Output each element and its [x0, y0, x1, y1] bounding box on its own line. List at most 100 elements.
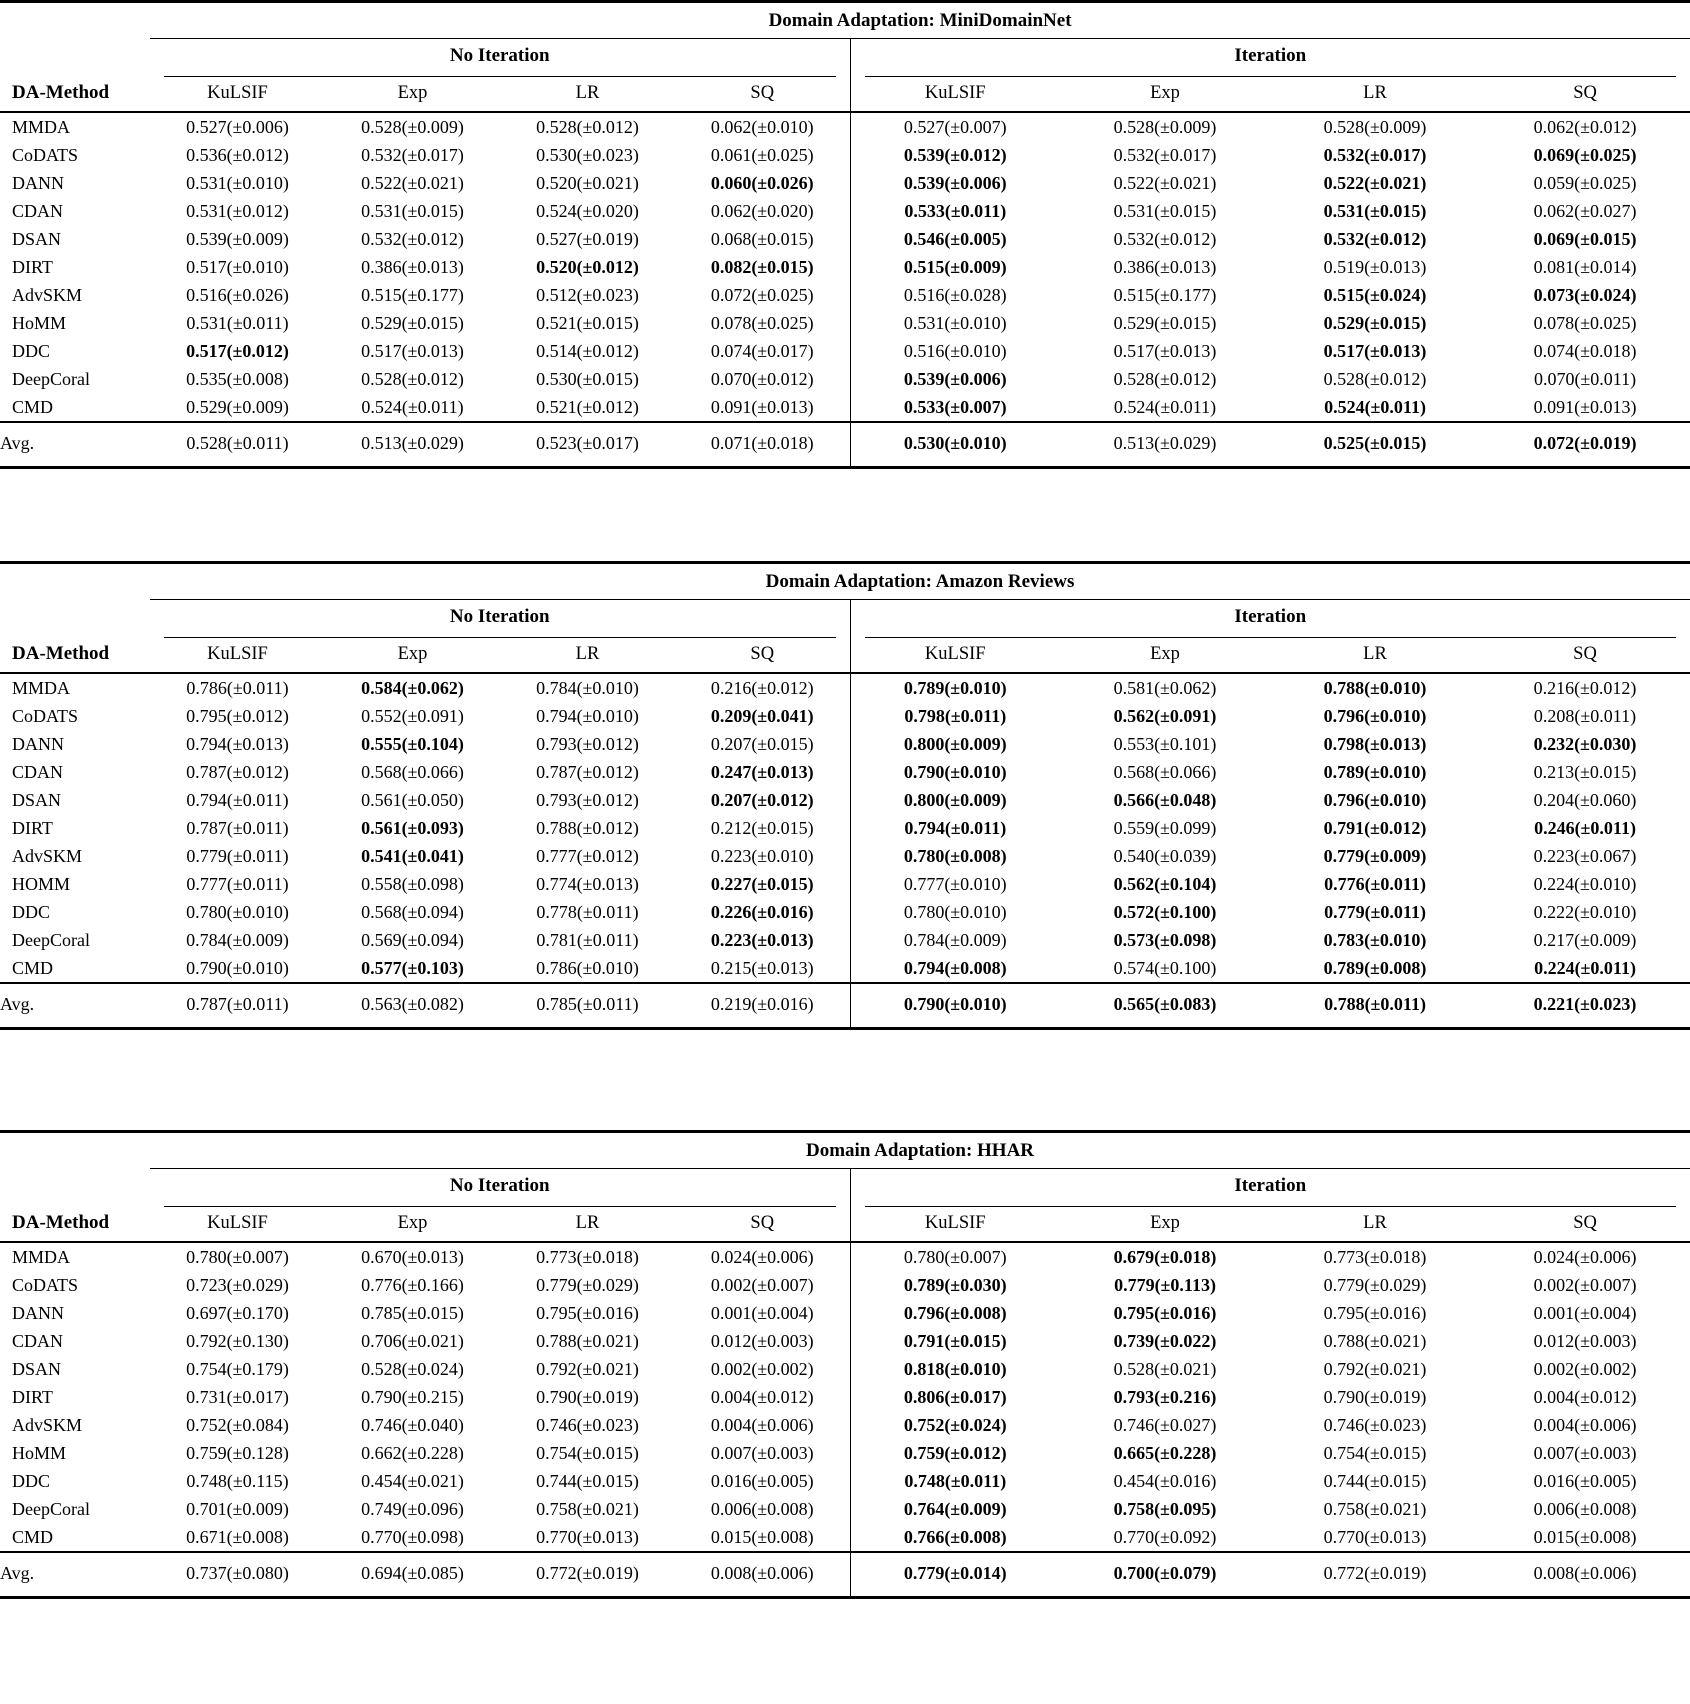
column-header-exp: Exp [1060, 1207, 1270, 1243]
value-cell: 0.532(±0.012) [1113, 228, 1217, 249]
column-header-exp: Exp [325, 77, 500, 113]
value-cell: 0.213(±0.015) [1533, 761, 1637, 782]
value-cell: 0.078(±0.025) [1533, 312, 1637, 333]
value-cell: 0.074(±0.017) [710, 340, 814, 361]
value-cell: 0.517(±0.012) [186, 340, 289, 361]
value-cell: 0.006(±0.008) [1533, 1498, 1637, 1519]
value-cell: 0.552(±0.091) [361, 705, 464, 726]
average-value-cell: 0.513(±0.029) [1060, 421, 1270, 468]
value-cell: 0.091(±0.013) [1533, 396, 1637, 417]
value-cell: 0.069(±0.015) [1533, 228, 1637, 249]
value-cell: 0.794(±0.011) [849, 814, 1060, 842]
value-cell: 0.787(±0.011) [186, 817, 289, 838]
title-spacer [0, 563, 150, 600]
table-row: AdvSKM 0.779(±0.011) 0.541(±0.041) 0.777(±0… [0, 842, 1690, 870]
value-cell: 0.002(±0.007) [1533, 1274, 1637, 1295]
method-label: CDAN [12, 761, 64, 782]
value-cell: 0.806(±0.017) [849, 1383, 1060, 1411]
value-cell: 0.068(±0.015) [710, 228, 814, 249]
average-label: Avg. [0, 421, 150, 468]
average-value-cell: 0.700(±0.079) [1060, 1551, 1270, 1598]
value-cell: 0.012(±0.003) [1533, 1330, 1637, 1351]
value-cell: 0.790(±0.019) [536, 1386, 639, 1407]
value-cell: 0.780(±0.007) [849, 1242, 1060, 1271]
value-cell: 0.016(±0.005) [1533, 1470, 1637, 1491]
average-value-cell: 0.072(±0.019) [1480, 421, 1690, 468]
value-cell: 0.082(±0.015) [710, 256, 814, 277]
value-cell: 0.212(±0.015) [710, 817, 814, 838]
value-cell: 0.670(±0.013) [361, 1246, 464, 1267]
value-cell: 0.059(±0.025) [1533, 172, 1637, 193]
method-label: DSAN [12, 1358, 62, 1379]
value-cell: 0.780(±0.010) [849, 898, 1060, 926]
average-value-cell: 0.528(±0.011) [150, 421, 325, 468]
value-cell: 0.004(±0.012) [1533, 1386, 1637, 1407]
value-cell: 0.216(±0.012) [710, 677, 814, 698]
value-cell: 0.015(±0.008) [710, 1526, 814, 1547]
value-cell: 0.800(±0.009) [849, 786, 1060, 814]
value-cell: 0.016(±0.005) [710, 1470, 814, 1491]
table-body: MMDA 0.786(±0.011) 0.584(±0.062) 0.784(±0.0… [0, 673, 1690, 1029]
table-row: DeepCoral 0.535(±0.008) 0.528(±0.012) 0.530… [0, 365, 1690, 393]
value-cell: 0.794(±0.008) [849, 954, 1060, 983]
value-cell: 0.215(±0.013) [710, 957, 814, 978]
column-header-lr: LR [1270, 1207, 1480, 1243]
average-value-cell: 0.008(±0.006) [1480, 1551, 1690, 1598]
value-cell: 0.788(±0.012) [536, 817, 639, 838]
method-label: DeepCoral [12, 1498, 90, 1519]
group-header-label: Iteration [864, 39, 1677, 77]
value-cell: 0.004(±0.006) [710, 1414, 814, 1435]
method-label: HoMM [12, 1442, 67, 1463]
table-row: HOMM 0.777(±0.011) 0.558(±0.098) 0.774(±0.0… [0, 870, 1690, 898]
value-cell: 0.247(±0.013) [710, 761, 814, 782]
column-header-kulsif: KuLSIF [150, 77, 325, 113]
value-cell: 0.529(±0.009) [186, 396, 289, 417]
value-cell: 0.519(±0.013) [1323, 256, 1427, 277]
group-header-row: No Iteration Iteration [0, 1168, 1690, 1207]
group-header-no-iteration: No Iteration [150, 600, 850, 638]
table-title: Domain Adaptation: Amazon Reviews [150, 562, 1690, 600]
value-cell: 0.789(±0.010) [849, 673, 1060, 702]
average-label: Avg. [0, 982, 150, 1029]
value-cell: 0.748(±0.011) [849, 1467, 1060, 1495]
value-cell: 0.796(±0.010) [1323, 789, 1427, 810]
table-row: DSAN 0.539(±0.009) 0.532(±0.012) 0.527(±0.0… [0, 225, 1690, 253]
table-title-row: Domain Adaptation: MiniDomainNet [0, 1, 1690, 39]
value-cell: 0.584(±0.062) [361, 677, 464, 698]
value-cell: 0.794(±0.013) [186, 733, 289, 754]
value-cell: 0.015(±0.008) [1533, 1526, 1637, 1547]
method-label: CoDATS [12, 705, 79, 726]
method-label: DDC [12, 340, 51, 361]
method-label: DIRT [12, 1386, 53, 1407]
value-cell: 0.577(±0.103) [361, 957, 464, 978]
value-cell: 0.789(±0.008) [1323, 957, 1427, 978]
value-cell: 0.531(±0.012) [186, 200, 289, 221]
value-cell: 0.062(±0.012) [1533, 116, 1637, 137]
value-cell: 0.744(±0.015) [536, 1470, 639, 1491]
table-row: DeepCoral 0.701(±0.009) 0.749(±0.096) 0.758… [0, 1495, 1690, 1523]
method-label: DSAN [12, 228, 62, 249]
value-cell: 0.786(±0.010) [536, 957, 639, 978]
value-cell: 0.528(±0.009) [1323, 116, 1427, 137]
value-cell: 0.062(±0.020) [710, 200, 814, 221]
value-cell: 0.081(±0.014) [1533, 256, 1637, 277]
method-label: HOMM [12, 873, 71, 894]
method-label: CoDATS [12, 144, 79, 165]
value-cell: 0.528(±0.024) [361, 1358, 464, 1379]
value-cell: 0.540(±0.039) [1113, 845, 1217, 866]
table-row: DDC 0.748(±0.115) 0.454(±0.021) 0.744(±0.01… [0, 1467, 1690, 1495]
table-row: HoMM 0.531(±0.011) 0.529(±0.015) 0.521(±0.0… [0, 309, 1690, 337]
table-row: CoDATS 0.723(±0.029) 0.776(±0.166) 0.779(±0… [0, 1271, 1690, 1299]
value-cell: 0.574(±0.100) [1113, 957, 1217, 978]
value-cell: 0.536(±0.012) [186, 144, 289, 165]
value-cell: 0.573(±0.098) [1113, 929, 1217, 950]
value-cell: 0.074(±0.018) [1533, 340, 1637, 361]
value-cell: 0.530(±0.023) [536, 144, 639, 165]
value-cell: 0.223(±0.010) [710, 845, 814, 866]
table-row: DANN 0.697(±0.170) 0.785(±0.015) 0.795(±0.0… [0, 1299, 1690, 1327]
group-header-no-iteration: No Iteration [150, 39, 850, 77]
stub-header: DA-Method [0, 638, 150, 674]
value-cell: 0.779(±0.009) [1323, 845, 1427, 866]
value-cell: 0.793(±0.012) [536, 789, 639, 810]
value-cell: 0.662(±0.228) [361, 1442, 464, 1463]
